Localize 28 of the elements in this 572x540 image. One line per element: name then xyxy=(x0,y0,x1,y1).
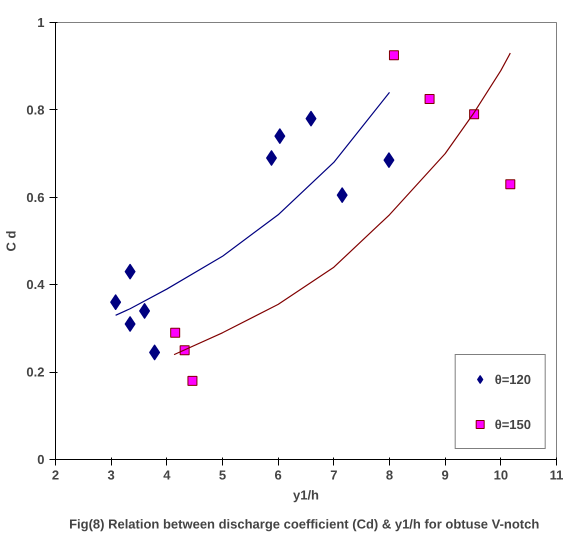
y-tick-label: 1 xyxy=(37,15,45,30)
y-tick-label: 0.2 xyxy=(26,364,45,380)
x-axis-title: y1/h xyxy=(292,488,320,502)
x-tick-label: 6 xyxy=(274,468,282,482)
point xyxy=(170,328,180,338)
text: Fig(8) Relation between discharge coefficient (Cd) & y1/h for obtuse V-notch xyxy=(69,516,540,532)
x-tick-label: 10 xyxy=(494,468,508,482)
x-tick-label: 9 xyxy=(442,468,449,482)
y-tick-label: 0 xyxy=(37,452,45,467)
legend-label: θ=150 xyxy=(494,416,531,432)
point xyxy=(505,179,516,190)
point xyxy=(424,94,435,104)
legend-label: θ=120 xyxy=(494,372,531,386)
x-tick-label: 2 xyxy=(52,468,60,482)
point xyxy=(388,50,399,60)
x-tick-label: 11 xyxy=(550,468,564,482)
x-tick-label: 7 xyxy=(330,468,338,482)
y-tick-label: 0.4 xyxy=(26,277,46,292)
x-tick-label: 5 xyxy=(218,468,226,482)
x-tick-label: 8 xyxy=(386,468,394,482)
y-tick-label: 0.8 xyxy=(26,102,45,118)
y-axis-title: C d xyxy=(3,230,18,252)
x-tick-label: 3 xyxy=(108,468,115,482)
point xyxy=(187,376,198,386)
line-series xyxy=(173,52,511,356)
x-tick-label: 4 xyxy=(163,468,172,482)
line-series xyxy=(115,92,390,316)
y-tick-label: 0.6 xyxy=(26,190,45,205)
